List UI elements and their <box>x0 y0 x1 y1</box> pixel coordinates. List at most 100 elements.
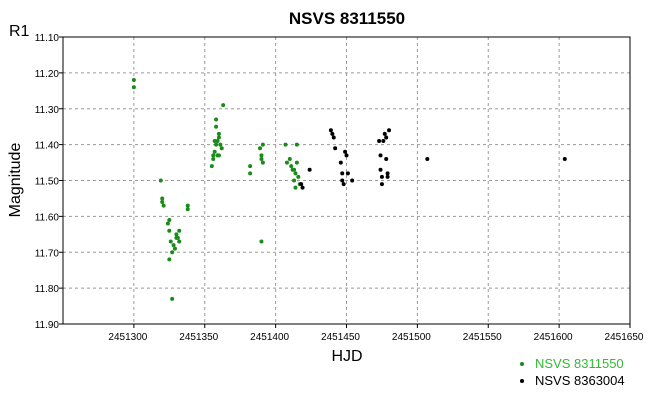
data-point <box>212 149 217 154</box>
data-point <box>299 182 304 187</box>
data-point <box>562 156 567 161</box>
data-point <box>341 182 346 187</box>
data-point <box>218 142 223 147</box>
y-tick-label: 11.50 <box>35 177 60 188</box>
y-tick-label: 11.70 <box>35 248 60 259</box>
series-1-points <box>131 78 302 301</box>
data-point <box>385 174 390 179</box>
data-point <box>331 135 336 140</box>
y-axis-ticks: 11.10 11.20 11.30 11.40 11.50 11.60 11.70 11.80… <box>35 33 63 331</box>
legend-marker-series-1 <box>520 362 524 366</box>
data-point <box>384 135 389 140</box>
data-point <box>293 185 298 190</box>
data-point <box>382 131 387 136</box>
data-point <box>340 171 345 176</box>
y-tick-label: 11.30 <box>35 105 60 116</box>
corner-label: R1 <box>9 23 30 40</box>
data-point <box>385 171 390 176</box>
data-point <box>219 146 224 151</box>
data-point <box>344 153 349 158</box>
data-point <box>209 164 214 169</box>
data-point <box>292 167 297 172</box>
x-tick-label: 2451600 <box>534 332 573 343</box>
y-tick-label: 11.20 <box>35 69 60 80</box>
x-tick-label: 2451450 <box>321 332 360 343</box>
data-point <box>333 146 338 151</box>
data-point <box>161 203 166 208</box>
data-point <box>214 124 219 129</box>
x-axis-label: HJD <box>331 348 362 365</box>
chart-title: NSVS 8311550 <box>289 9 405 28</box>
data-point <box>167 257 172 262</box>
data-point <box>328 128 333 133</box>
data-point <box>211 153 216 158</box>
data-point <box>296 174 301 179</box>
series-2-points <box>299 128 567 190</box>
data-point <box>158 178 163 183</box>
data-point <box>177 228 182 233</box>
data-point <box>248 171 253 176</box>
data-point <box>379 174 384 179</box>
legend-label-series-1: NSVS 8311550 <box>535 356 624 371</box>
data-point <box>211 156 216 161</box>
data-point <box>378 153 383 158</box>
y-tick-label: 11.60 <box>35 212 60 223</box>
data-point <box>259 239 264 244</box>
x-tick-label: 2451400 <box>250 332 289 343</box>
data-point <box>216 135 221 140</box>
data-point <box>384 156 389 161</box>
data-point <box>300 185 305 190</box>
data-point <box>292 178 297 183</box>
legend-label-series-2: NSVS 8363004 <box>535 373 625 388</box>
data-point <box>289 164 294 169</box>
data-point <box>287 156 292 161</box>
data-point <box>338 160 343 165</box>
data-point <box>177 239 182 244</box>
data-point <box>167 217 172 222</box>
data-point <box>259 156 264 161</box>
x-axis-ticks: 2451300 2451350 2451400 2451450 2451500 24515… <box>108 324 644 343</box>
data-point <box>174 232 179 237</box>
data-point <box>381 139 386 144</box>
data-point <box>379 182 384 187</box>
data-point <box>387 128 392 133</box>
y-tick-label: 11.40 <box>35 141 60 152</box>
y-tick-label: 11.10 <box>35 33 60 44</box>
x-tick-label: 2451550 <box>463 332 502 343</box>
data-point <box>165 221 170 226</box>
data-point <box>185 203 190 208</box>
y-axis-label: Magnitude <box>7 143 24 218</box>
legend-item-series-2: NSVS 8363004 <box>520 373 625 388</box>
data-point <box>215 139 220 144</box>
x-tick-label: 2451300 <box>108 332 147 343</box>
data-point <box>293 171 298 176</box>
data-point <box>214 117 219 122</box>
data-point <box>345 171 350 176</box>
data-point <box>170 296 175 301</box>
legend: NSVS 8311550 NSVS 8363004 <box>520 356 625 388</box>
data-point <box>259 153 264 158</box>
data-point <box>160 196 165 201</box>
data-point <box>294 142 299 147</box>
grid-lines <box>63 37 630 324</box>
data-point <box>307 167 312 172</box>
data-point <box>216 153 221 158</box>
data-point <box>258 146 263 151</box>
data-point <box>212 139 217 144</box>
data-point <box>260 142 265 147</box>
data-point <box>248 164 253 169</box>
x-tick-label: 2451350 <box>179 332 218 343</box>
data-point <box>175 235 180 240</box>
data-point <box>168 239 173 244</box>
data-point <box>160 200 165 205</box>
data-point <box>167 228 172 233</box>
data-point <box>284 160 289 165</box>
data-point <box>377 139 382 144</box>
legend-marker-series-2 <box>520 379 524 383</box>
data-point <box>294 160 299 165</box>
y-tick-label: 11.80 <box>35 284 60 295</box>
y-tick-label: 11.90 <box>35 320 60 331</box>
data-point <box>170 250 175 255</box>
